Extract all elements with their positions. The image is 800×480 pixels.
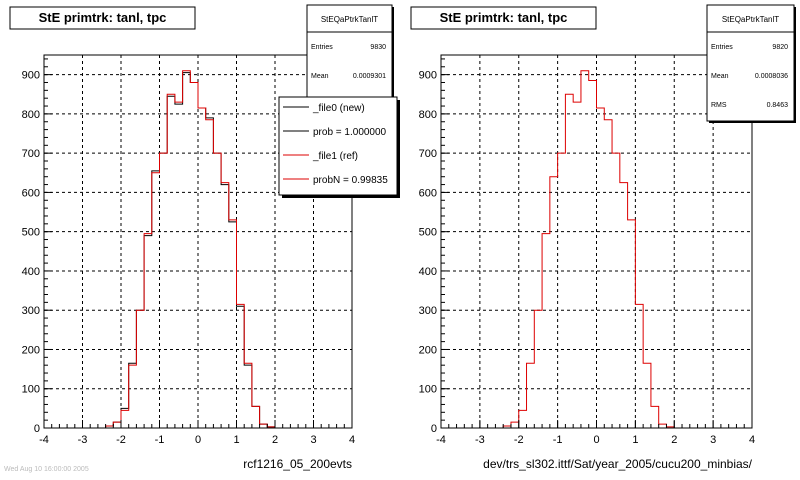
- y-tick-label: 100: [22, 384, 40, 396]
- y-tick-label: 900: [22, 70, 40, 82]
- y-tick-label: 200: [419, 344, 437, 356]
- y-tick-label: 600: [419, 187, 437, 199]
- stats-label: Entries: [311, 44, 333, 51]
- x-tick-label: -1: [155, 434, 165, 446]
- footer-timestamp: Wed Aug 10 16:00:00 2005: [4, 466, 89, 473]
- y-tick-label: 700: [22, 148, 40, 160]
- title-box: [410, 6, 597, 30]
- x-tick-label: -2: [514, 434, 524, 446]
- x-tick-label: -1: [553, 434, 563, 446]
- title-box: [9, 6, 196, 30]
- x-tick-label: 3: [710, 434, 716, 446]
- y-tick-label: 300: [22, 305, 40, 317]
- stats-value: 0.0009301: [353, 73, 386, 80]
- stats-value: 9820: [772, 44, 788, 51]
- y-tick-label: 300: [419, 305, 437, 317]
- y-tick-label: 100: [419, 384, 437, 396]
- x-tick-label: -3: [475, 434, 485, 446]
- y-tick-label: 500: [22, 227, 40, 239]
- chart-panel-2: -4 -3 -2 -1 0 1 2 3 4 0 100 200 300 400 500 600 700 800 90…: [410, 4, 796, 471]
- y-tick-label: 700: [419, 148, 437, 160]
- y-tick-label: 900: [419, 70, 437, 82]
- y-tick-label: 600: [22, 187, 40, 199]
- legend-label: _file0 (new): [312, 103, 365, 114]
- legend-label: _file1 (ref): [312, 151, 358, 162]
- x-tick-label: 4: [349, 434, 355, 446]
- y-tick-label: 0: [34, 423, 40, 435]
- x-tick-label: 0: [195, 434, 201, 446]
- stats-label: Entries: [711, 44, 733, 51]
- stats-value: 0.8463: [767, 102, 789, 109]
- y-tick-label: 400: [419, 266, 437, 278]
- x-tick-label: -2: [116, 434, 126, 446]
- x-tick-label: 3: [310, 434, 316, 446]
- chart-panel-1: -4 -3 -2 -1 0 1 2 3 4 0 100 200 300 400 500 600 700 800 90…: [9, 4, 400, 471]
- x-axis-label: rcf1216_05_200evts: [243, 457, 352, 471]
- x-tick-label: -4: [436, 434, 446, 446]
- legend-label: probN = 0.99835: [313, 175, 388, 186]
- stats-label: RMS: [711, 102, 727, 109]
- x-tick-label: 2: [272, 434, 278, 446]
- stats-name: StEQaPtrkTanlT: [321, 15, 378, 24]
- stats-value: 9830: [370, 44, 386, 51]
- stats-value: 0.0008036: [755, 73, 788, 80]
- stats-box: [706, 4, 795, 122]
- y-tick-label: 400: [22, 266, 40, 278]
- stats-name: StEQaPtrkTanlT: [722, 15, 779, 24]
- y-tick-label: 800: [22, 109, 40, 121]
- y-tick-label: 200: [22, 344, 40, 356]
- stats-label: Mean: [711, 73, 729, 80]
- chart-title: StE primtrk: tanl, tpc: [440, 10, 568, 25]
- x-tick-label: 1: [233, 434, 239, 446]
- x-tick-label: 2: [671, 434, 677, 446]
- x-tick-label: 4: [749, 434, 755, 446]
- y-tick-label: 800: [419, 109, 437, 121]
- legend-label: prob = 1.000000: [313, 127, 387, 138]
- x-tick-label: -4: [39, 434, 49, 446]
- x-tick-label: 1: [632, 434, 638, 446]
- y-tick-label: 500: [419, 227, 437, 239]
- y-tick-label: 0: [431, 423, 437, 435]
- x-tick-label: -3: [78, 434, 88, 446]
- chart-title: StE primtrk: tanl, tpc: [39, 10, 167, 25]
- x-axis-label: dev/trs_sl302.ittf/Sat/year_2005/cucu200…: [483, 457, 752, 471]
- x-tick-label: 0: [593, 434, 599, 446]
- stats-label: Mean: [311, 73, 329, 80]
